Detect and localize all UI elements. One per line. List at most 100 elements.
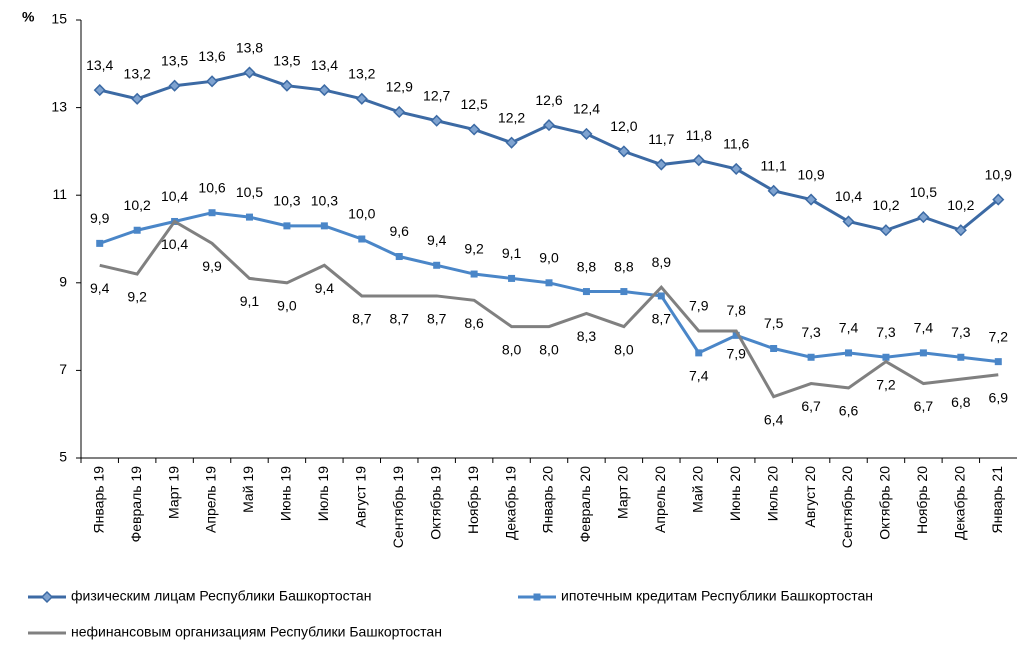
data-label: 9,4	[427, 232, 447, 248]
marker	[358, 235, 366, 243]
data-label: 6,4	[764, 411, 784, 427]
x-tick-label: Сентябрь 19	[390, 466, 406, 548]
data-label: 8,0	[614, 341, 634, 357]
marker	[433, 261, 441, 269]
data-label: 12,2	[498, 109, 525, 125]
legend-label: нефинансовым организациям Республики Баш…	[71, 624, 442, 640]
data-label: 13,5	[273, 52, 300, 68]
marker	[767, 184, 780, 197]
data-label: 8,7	[352, 311, 372, 327]
data-label: 13,4	[311, 57, 338, 73]
data-label: 13,8	[236, 39, 263, 55]
data-label: 12,4	[573, 101, 600, 117]
data-label: 9,0	[277, 298, 297, 314]
x-tick-label: Апрель 20	[652, 466, 668, 533]
data-label: 9,4	[315, 280, 335, 296]
x-tick-label: Июнь 20	[727, 466, 743, 521]
data-label: 12,0	[610, 118, 637, 134]
x-tick-label: Ноябрь 20	[914, 466, 930, 534]
data-label: 11,6	[723, 136, 749, 152]
marker	[805, 193, 818, 206]
marker	[355, 92, 368, 105]
data-label: 8,3	[577, 328, 597, 344]
data-label: 8,7	[652, 311, 672, 327]
marker	[692, 154, 705, 167]
marker	[205, 75, 219, 88]
marker	[657, 292, 665, 300]
x-tick-label: Июль 20	[764, 466, 780, 521]
data-label: 7,3	[801, 324, 821, 340]
data-label: 10,9	[985, 166, 1012, 182]
data-label: 8,9	[652, 254, 672, 270]
data-label: 8,6	[464, 315, 484, 331]
marker	[770, 345, 778, 352]
x-tick-label: Сентябрь 20	[839, 466, 855, 548]
x-tick-label: Октябрь 19	[427, 466, 443, 540]
marker	[807, 353, 815, 361]
marker	[994, 358, 1002, 366]
marker	[545, 279, 553, 287]
marker	[695, 349, 703, 357]
data-label: 13,2	[124, 66, 151, 82]
x-tick-label: Июнь 19	[278, 466, 294, 521]
data-label: 6,9	[989, 389, 1009, 405]
marker	[954, 224, 967, 237]
marker	[40, 590, 54, 604]
data-label: 7,9	[726, 346, 746, 362]
marker	[508, 274, 516, 282]
marker	[245, 213, 253, 221]
marker	[320, 222, 328, 230]
data-label: 9,6	[390, 223, 410, 239]
marker	[505, 136, 518, 149]
data-label: 9,2	[127, 289, 147, 305]
legend-label: физическим лицам Республики Башкортостан	[71, 588, 371, 604]
y-tick-label: 11	[52, 186, 67, 202]
x-tick-label: Август 20	[802, 466, 818, 528]
marker	[957, 353, 965, 361]
x-tick-label: Август 19	[353, 466, 369, 528]
data-label: 10,4	[835, 188, 862, 204]
data-label: 13,6	[198, 48, 225, 64]
data-label: 11,8	[686, 127, 712, 143]
marker	[318, 84, 331, 97]
data-label: 8,7	[390, 311, 410, 327]
marker	[917, 211, 930, 224]
x-tick-label: Ноябрь 19	[465, 466, 481, 534]
data-label: 13,4	[86, 57, 113, 73]
data-label: 7,8	[726, 302, 746, 318]
marker	[470, 270, 478, 278]
marker	[845, 349, 853, 357]
data-label: 10,2	[872, 197, 899, 213]
data-label: 8,8	[614, 258, 634, 274]
data-label: 13,5	[161, 52, 188, 68]
data-label: 7,4	[839, 320, 859, 336]
marker	[430, 114, 443, 127]
marker	[208, 209, 216, 217]
marker	[919, 349, 927, 357]
x-tick-label: Апрель 19	[203, 466, 219, 533]
data-label: 6,6	[839, 403, 859, 419]
marker	[620, 288, 628, 296]
data-label: 9,9	[90, 210, 110, 226]
data-label: 7,4	[914, 320, 934, 336]
data-label: 10,2	[124, 197, 151, 213]
data-label: 10,3	[311, 193, 338, 209]
x-tick-label: Декабрь 20	[952, 466, 968, 540]
marker	[283, 222, 291, 230]
data-label: 10,4	[161, 236, 188, 252]
legend-label: ипотечным кредитам Республики Башкортост…	[561, 588, 873, 604]
data-label: 6,7	[801, 398, 821, 414]
x-tick-label: Март 19	[165, 466, 181, 519]
x-tick-label: Январь 21	[989, 466, 1005, 534]
marker	[879, 224, 893, 237]
y-axis-label: %	[22, 9, 35, 25]
marker	[533, 593, 541, 601]
data-label: 10,3	[273, 193, 300, 209]
data-label: 8,8	[577, 258, 597, 274]
data-label: 10,5	[236, 184, 263, 200]
data-label: 7,2	[989, 328, 1009, 344]
data-label: 10,0	[348, 206, 375, 222]
data-label: 12,5	[460, 96, 487, 112]
x-tick-label: Март 20	[615, 466, 631, 519]
